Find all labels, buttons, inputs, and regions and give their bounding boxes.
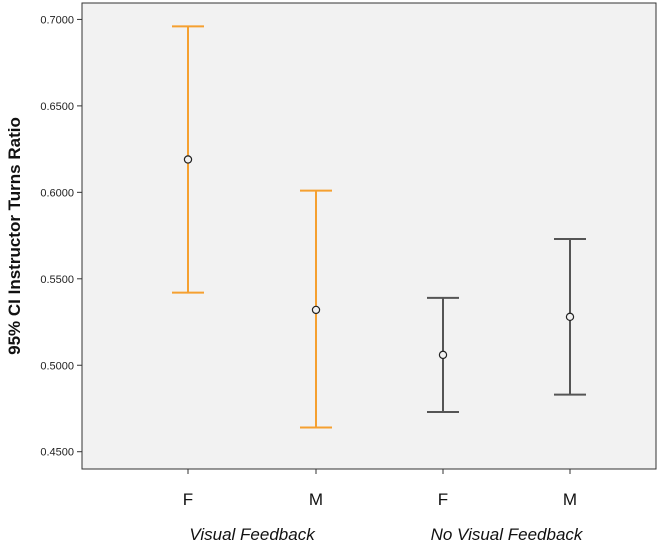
error-bar-3 — [427, 296, 459, 413]
x-group-label: No Visual Feedback — [431, 525, 584, 544]
error-bars — [172, 25, 586, 429]
error-bar-2 — [300, 189, 332, 429]
x-category-label: F — [183, 490, 193, 509]
y-axis-ticks: 0.4500 0.5000 0.5500 0.6000 0.6500 0.7000 — [40, 14, 82, 459]
x-group-label: Visual Feedback — [189, 525, 316, 544]
y-tick-label: 0.6000 — [40, 187, 74, 199]
y-axis-title: 95% CI Instructor Turns Ratio — [5, 117, 24, 355]
x-category-label: M — [309, 490, 323, 509]
y-tick-label: 0.5500 — [40, 274, 74, 286]
plot-area — [81, 2, 657, 470]
x-category-label: M — [563, 490, 577, 509]
mean-point — [183, 155, 193, 164]
mean-point — [311, 305, 321, 315]
x-axis-labels: F M F M Visual Feedback No Visual Feedback — [183, 469, 584, 544]
error-bar-1 — [172, 25, 204, 294]
error-bar-4 — [554, 238, 586, 396]
y-tick-label: 0.4500 — [40, 447, 74, 459]
y-tick-label: 0.6500 — [40, 101, 74, 113]
mean-point — [438, 350, 448, 360]
y-tick-label: 0.5000 — [40, 360, 74, 372]
y-tick-label: 0.7000 — [40, 14, 74, 26]
x-category-label: F — [438, 490, 448, 509]
mean-point — [565, 312, 575, 322]
